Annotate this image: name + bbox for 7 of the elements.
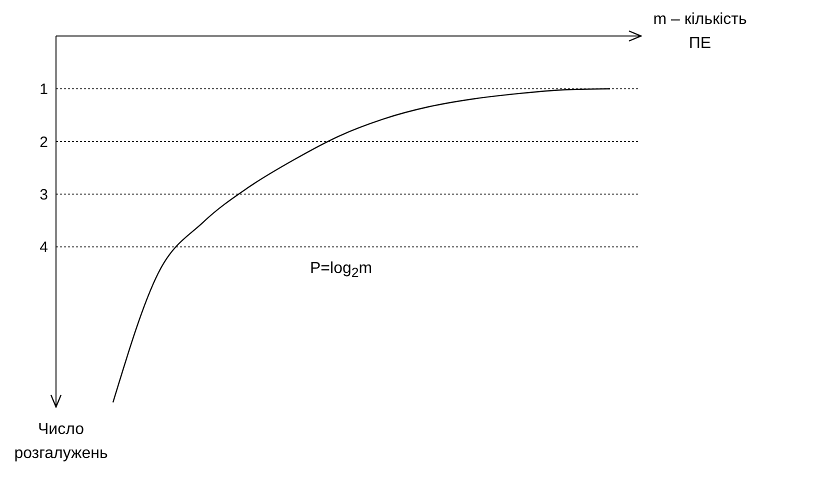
y-tick-label: 3 bbox=[40, 186, 48, 204]
y-tick-label: 1 bbox=[40, 81, 48, 98]
annotation: P=log$_{2}$m bbox=[310, 260, 372, 280]
y-tick-label: 2 bbox=[40, 134, 48, 151]
x-axis-title: m – кількість ПЕ bbox=[653, 11, 747, 52]
y-tick-label: 4 bbox=[40, 239, 48, 256]
y-axis-title: Число розгалужень bbox=[14, 421, 108, 462]
